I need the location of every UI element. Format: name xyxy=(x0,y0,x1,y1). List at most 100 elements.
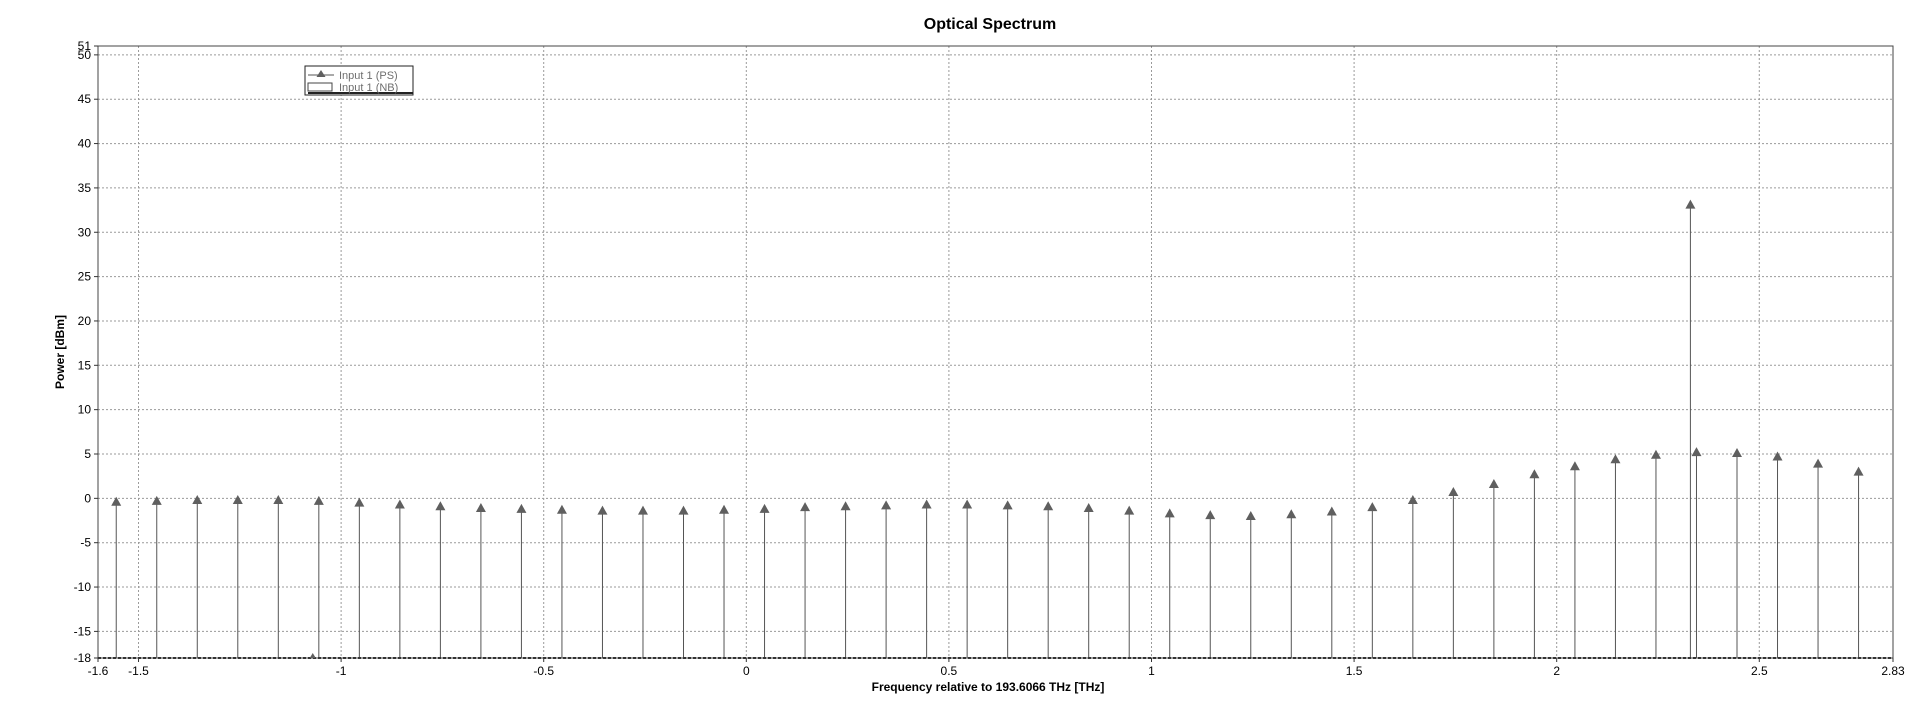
spectrum-point xyxy=(1448,487,1459,658)
spectrum-marker xyxy=(1488,479,1499,489)
spectrum-marker xyxy=(1691,447,1702,457)
spectrum-point xyxy=(678,505,689,658)
spectrum-point xyxy=(962,499,973,658)
spectrum-point xyxy=(475,502,486,658)
spectrum-point xyxy=(1205,510,1216,658)
spectrum-point xyxy=(354,497,365,658)
spectrum-point xyxy=(1853,466,1864,658)
spectrum-marker xyxy=(1245,510,1256,520)
x-tick-label: 2 xyxy=(1553,664,1560,678)
spectrum-marker xyxy=(719,504,730,514)
spectrum-point xyxy=(1685,199,1696,658)
spectrum-marker xyxy=(962,499,973,509)
spectrum-marker xyxy=(759,503,770,513)
chart-title: Optical Spectrum xyxy=(924,16,1056,33)
y-tick-label: 25 xyxy=(78,270,92,284)
spectrum-marker xyxy=(273,495,284,505)
x-tick-label: 1 xyxy=(1148,664,1155,678)
spectrum-point xyxy=(1083,502,1094,658)
x-tick-label: -1.5 xyxy=(128,664,149,678)
legend-nb-box-icon xyxy=(307,82,333,92)
legend-item-ps: Input 1 (PS) xyxy=(339,70,398,82)
spectrum-point xyxy=(840,501,851,658)
baseline-marker xyxy=(309,653,316,658)
y-tick-label: 15 xyxy=(78,358,92,372)
spectrum-marker xyxy=(1813,458,1824,468)
y-tick-label: -18 xyxy=(74,651,92,665)
spectrum-point xyxy=(1610,454,1621,658)
y-tick-label: 10 xyxy=(78,403,92,417)
spectrum-point xyxy=(1813,458,1824,658)
spectrum-marker xyxy=(840,501,851,511)
series-layer xyxy=(98,199,1893,659)
spectrum-marker xyxy=(232,495,243,505)
spectrum-point xyxy=(597,505,608,658)
y-tick-label: 51 xyxy=(78,39,92,53)
spectrum-marker xyxy=(1610,454,1621,464)
spectrum-point xyxy=(881,500,892,658)
spectrum-point xyxy=(800,502,811,658)
x-tick-label: 2.5 xyxy=(1751,664,1768,678)
spectrum-marker xyxy=(800,502,811,512)
x-tick-label: 2.83 xyxy=(1881,664,1905,678)
spectrum-point xyxy=(273,495,284,658)
spectrum-point xyxy=(1569,461,1580,658)
spectrum-marker xyxy=(1124,505,1135,515)
x-tick-label: -1.6 xyxy=(88,664,109,678)
spectrum-point xyxy=(313,495,324,658)
spectrum-marker xyxy=(1205,510,1216,520)
spectrum-point xyxy=(1691,447,1702,658)
spectrum-marker xyxy=(435,501,446,511)
spectrum-marker xyxy=(1164,508,1175,518)
legend-item-nb: Input 1 (NB) xyxy=(339,82,398,94)
spectrum-marker xyxy=(1326,506,1337,516)
spectrum-marker xyxy=(556,504,567,514)
spectrum-marker xyxy=(151,495,162,505)
y-tick-label: 5 xyxy=(84,447,91,461)
spectrum-marker xyxy=(1448,487,1459,497)
y-tick-label: -5 xyxy=(80,536,91,550)
x-tick-label: 0.5 xyxy=(941,664,958,678)
spectrum-point xyxy=(1043,501,1054,658)
y-tick-label: 45 xyxy=(78,92,92,106)
spectrum-point xyxy=(1529,469,1540,658)
spectrum-point xyxy=(516,503,527,658)
y-tick-label: 30 xyxy=(78,225,92,239)
spectrum-point xyxy=(151,495,162,658)
spectrum-marker xyxy=(1083,502,1094,512)
spectrum-marker xyxy=(1853,466,1864,476)
spectrum-point xyxy=(921,499,932,658)
spectrum-marker xyxy=(111,496,122,506)
spectrum-point xyxy=(637,505,648,658)
spectrum-point xyxy=(1772,451,1783,658)
y-tick-label: 50 xyxy=(78,48,92,62)
spectrum-point xyxy=(232,495,243,658)
spectrum-point xyxy=(1164,508,1175,658)
spectrum-marker xyxy=(394,499,405,509)
spectrum-marker xyxy=(1367,502,1378,512)
spectrum-point xyxy=(435,501,446,658)
spectrum-marker xyxy=(192,495,203,505)
plot-area-frame xyxy=(97,45,1894,659)
spectrum-marker xyxy=(1772,451,1783,461)
x-axis-label: Frequency relative to 193.6066 THz [THz] xyxy=(872,680,1105,694)
spectrum-point xyxy=(1124,505,1135,658)
x-tick-label: -0.5 xyxy=(533,664,554,678)
spectrum-marker xyxy=(1685,199,1696,209)
spectrum-marker xyxy=(1043,501,1054,511)
spectrum-point xyxy=(1002,500,1013,658)
spectrum-marker xyxy=(1529,469,1540,479)
spectrum-point xyxy=(759,503,770,658)
spectrum-marker xyxy=(1002,500,1013,510)
spectrum-marker xyxy=(1650,449,1661,459)
spectrum-point xyxy=(111,496,122,658)
spectrum-point xyxy=(1732,448,1743,658)
spectrum-point xyxy=(1245,510,1256,658)
chart-legend[interactable]: Input 1 (PS) Input 1 (NB) xyxy=(304,65,414,96)
x-axis-ticks: -1.6 -1.5 -1 -0.5 0 0.5 1 1.5 2 2.5 2.83 xyxy=(88,658,1905,678)
spectrum-marker xyxy=(516,503,527,513)
y-axis-label: Power [dBm] xyxy=(53,315,67,389)
spectrum-marker xyxy=(1407,495,1418,505)
spectrum-marker xyxy=(597,505,608,515)
